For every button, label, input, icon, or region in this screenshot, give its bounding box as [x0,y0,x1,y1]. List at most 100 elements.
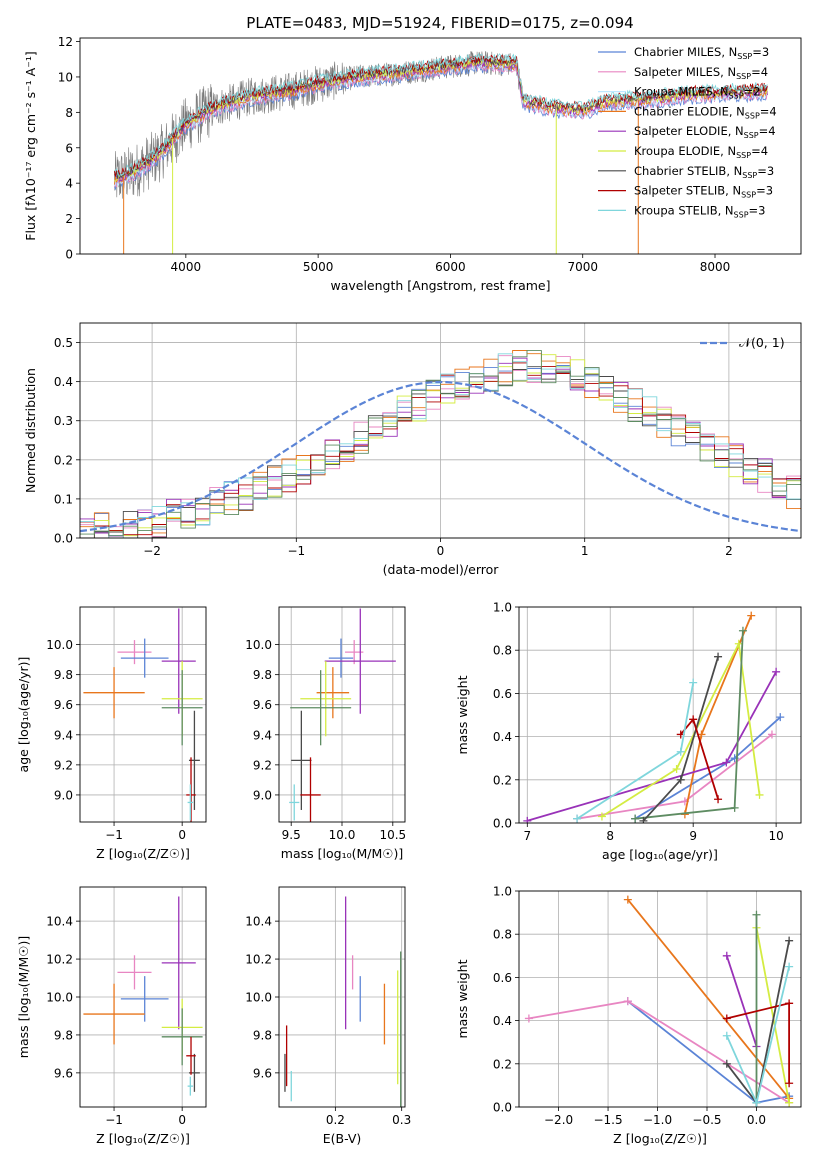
axes-frame [278,886,406,1108]
y-tick-label: 10.0 [245,638,272,652]
x-tick-label: 6000 [435,260,466,274]
weight-marker [714,795,723,804]
y-tick-label: 9.6 [253,698,272,712]
x-tick-label: 7 [523,829,531,843]
weight-series-line [755,927,790,1103]
legend-entry-salpeter_elodie: Salpeter ELODIE, NSSP=4 [634,124,776,140]
weight-marker [689,678,698,687]
weight-marker [785,962,794,971]
x-tick-label: 9 [689,829,697,843]
axes-frame [518,606,802,824]
y-tick-label: 9.4 [253,728,272,742]
y-tick-label: 10.2 [245,953,272,967]
x-tick-label: 5000 [303,260,334,274]
weight-marker [785,936,794,945]
y-tick-label: 6 [65,141,73,155]
weight-series-line [725,955,758,1047]
y-tick-label: 0.2 [493,1057,512,1071]
axes-frame [518,890,802,1108]
weight-marker [772,667,781,676]
y-axis-label: mass weight [455,959,470,1038]
y-tick-label: 9.4 [54,728,73,742]
y-tick-label: 0.0 [54,532,73,546]
plot-mass_vs_ebv: 0.2 0.3 9.6 9.8 10.0 10.2 10.4 E(B-V) [245,886,411,1146]
y-axis-label: Flux [fλ10⁻¹⁷ erg cm⁻² s⁻¹ A⁻¹] [23,51,38,240]
y-tick-label: 1.0 [493,885,512,899]
x-tick-label: 7000 [567,260,598,274]
y-tick-label: 0.3 [54,414,73,428]
y-tick-label: 10.0 [46,638,73,652]
weight-marker [752,910,761,919]
x-tick-label: 0.0 [747,1113,766,1127]
legend-entry-salpeter_stelib: Salpeter STELIB, NSSP=3 [634,184,773,200]
y-axis-label: mass [log₁₀(M/M☉)] [16,936,31,1058]
y-tick-label: 9.8 [54,668,73,682]
y-tick-label: 0.5 [54,336,73,350]
weight-marker [689,715,698,724]
weight-marker [639,816,648,823]
legend-normal-label: 𝒩(0, 1) [739,335,785,350]
y-tick-label: 2 [65,212,73,226]
weight-marker [755,790,764,799]
weight-series-line [601,640,761,818]
y-tick-label: 0.6 [493,971,512,985]
y-tick-label: 12 [58,35,73,49]
weight-series-line [576,682,695,820]
x-axis-label: (data-model)/error [383,562,500,577]
y-tick-label: 9.6 [54,1066,73,1080]
x-tick-label: 10 [768,829,783,843]
axes-frame [79,886,207,1108]
x-axis-label: mass [log₁₀(M/M☉)] [281,846,403,861]
x-axis-label: wavelength [Angstrom, rest frame] [330,278,550,293]
plot-spectrum: 4000 5000 6000 7000 8000 0 2 4 6 8 10 12 wavelength … [23,35,802,293]
plot-weight_vs_z: −2.0 −1.5 −1.0 −0.5 0.0 0.0 0.2 0.4 0.6 0.8 1.0 Z [… [455,885,802,1146]
weight-marker [785,1079,794,1088]
legend-entry-chabrier_miles: Chabrier MILES, NSSP=3 [634,45,769,61]
figure-title: PLATE=0483, MJD=51924, FIBERID=0175, z=0… [246,14,633,32]
weight-marker [747,611,756,620]
axes-frame [278,606,406,823]
weight-marker [730,803,739,812]
y-tick-label: 9.6 [253,1066,272,1080]
y-tick-label: 0.4 [54,375,73,389]
weight-marker [597,812,606,821]
y-tick-label: 9.8 [54,1028,73,1042]
axes-frame [79,322,802,539]
weight-series-line [527,671,777,822]
plot-age_vs_z: −1 0 9.0 9.2 9.4 9.6 9.8 10.0 Z [log₁₀(Z/Z☉)] age… [16,606,207,861]
y-tick-label: 10 [58,70,73,84]
weight-marker [631,814,640,823]
y-tick-label: 0.6 [493,687,512,701]
weight-marker [573,814,582,823]
y-tick-label: 10.4 [46,915,73,929]
weight-marker [672,765,681,773]
x-tick-label: −1 [287,544,305,558]
x-tick-label: 0.2 [326,1113,345,1127]
x-axis-label: age [log₁₀(age/yr)] [602,847,718,862]
y-tick-label: 0.4 [493,730,512,744]
x-tick-label: −0.5 [692,1113,721,1127]
x-tick-label: 8 [606,829,614,843]
y-axis-label: mass weight [455,675,470,754]
x-tick-label: 1 [581,544,589,558]
x-tick-label: 8000 [700,260,731,274]
weight-marker [785,999,794,1008]
x-tick-label: −2 [143,544,161,558]
plot-weight_vs_age: 7 8 9 10 0.0 0.2 0.4 0.6 0.8 1.0 age [log₁₀(age/yr… [455,601,802,862]
y-tick-label: 9.8 [253,668,272,682]
spectrum-model-kroupa_stelib [114,53,768,177]
weight-series-line [726,1002,790,1084]
y-tick-label: 10.0 [46,991,73,1005]
x-tick-label: −2.0 [544,1113,573,1127]
histogram-series [80,350,801,537]
y-tick-label: 9.2 [54,758,73,772]
weight-marker [785,1098,794,1107]
y-tick-label: 0.8 [493,928,512,942]
y-axis-label: age [log₁₀(age/yr)] [16,657,31,773]
x-axis-label: Z [log₁₀(Z/Z☉)] [613,1131,707,1146]
y-tick-label: 0 [65,248,73,262]
weight-series-line [726,940,790,1105]
y-tick-label: 0.2 [493,773,512,787]
x-tick-label: −1 [105,828,123,842]
